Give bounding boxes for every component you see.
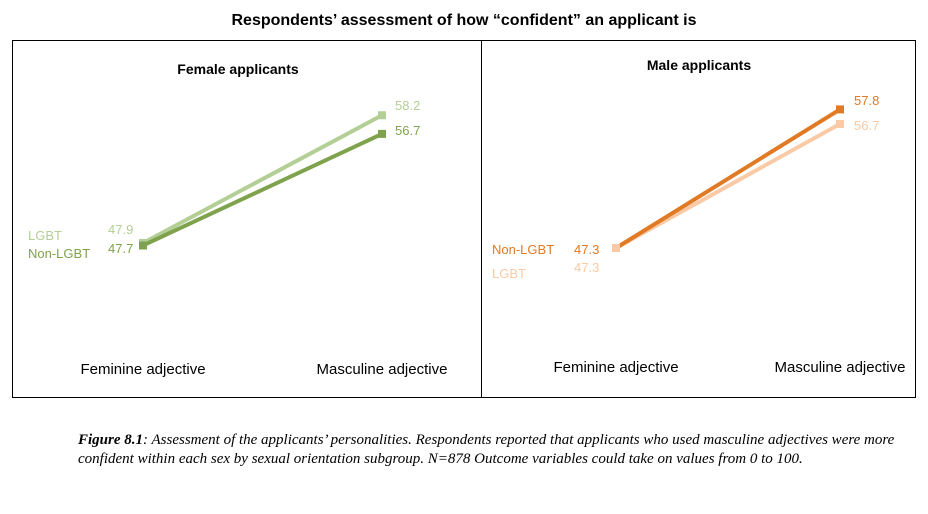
series-line-male-lgbt	[615, 122, 841, 250]
caption-text: : Assessment of the applicants’ personal…	[78, 432, 895, 467]
series-line-female-nonlgbt	[142, 132, 383, 248]
series-name-female-nonlgbt: Non-LGBT	[28, 246, 90, 261]
figure-caption: Figure 8.1: Assessment of the applicants…	[78, 431, 898, 469]
category-label-masculine-male: Masculine adjective	[775, 359, 906, 376]
data-label-male-lgbt-masculine: 56.7	[854, 118, 879, 133]
data-label-female-lgbt-feminine: 47.9	[108, 222, 133, 237]
marker-female-nonlgbt-feminine	[139, 241, 147, 250]
data-label-male-lgbt-feminine: 47.3	[574, 260, 599, 275]
category-label-feminine-female: Feminine adjective	[80, 361, 205, 378]
marker-female-lgbt-masculine	[378, 111, 386, 120]
series-name-female-lgbt: LGBT	[28, 228, 62, 243]
caption-label: Figure 8.1	[78, 432, 144, 448]
marker-female-nonlgbt-masculine	[378, 129, 386, 138]
series-line-male-nonlgbt	[614, 107, 842, 250]
figure-title: Respondents’ assessment of how “confiden…	[231, 12, 697, 29]
data-label-female-nonlgbt-masculine: 56.7	[395, 123, 420, 138]
panel-male: Male applicants Feminine adjective Mascu…	[492, 57, 905, 376]
panel-female: Female applicants Feminine adjective Mas…	[28, 61, 447, 378]
panel-title-male: Male applicants	[647, 57, 751, 73]
data-label-male-nonlgbt-masculine: 57.8	[854, 93, 879, 108]
marker-male-lgbt-feminine	[612, 244, 620, 252]
marker-male-nonlgbt-masculine	[836, 105, 844, 114]
marker-male-lgbt-masculine	[836, 119, 844, 128]
data-label-female-lgbt-masculine: 58.2	[395, 98, 420, 113]
data-label-female-nonlgbt-feminine: 47.7	[108, 241, 133, 256]
data-label-male-nonlgbt-feminine: 47.3	[574, 242, 599, 257]
series-line-female-lgbt	[142, 113, 383, 245]
series-name-male-nonlgbt: Non-LGBT	[492, 242, 554, 257]
series-name-male-lgbt: LGBT	[492, 266, 526, 281]
category-label-masculine-female: Masculine adjective	[317, 361, 448, 378]
panel-title-female: Female applicants	[177, 61, 299, 77]
panel-divider	[481, 40, 482, 398]
category-label-feminine-male: Feminine adjective	[553, 359, 678, 376]
chart-frame	[12, 40, 916, 398]
